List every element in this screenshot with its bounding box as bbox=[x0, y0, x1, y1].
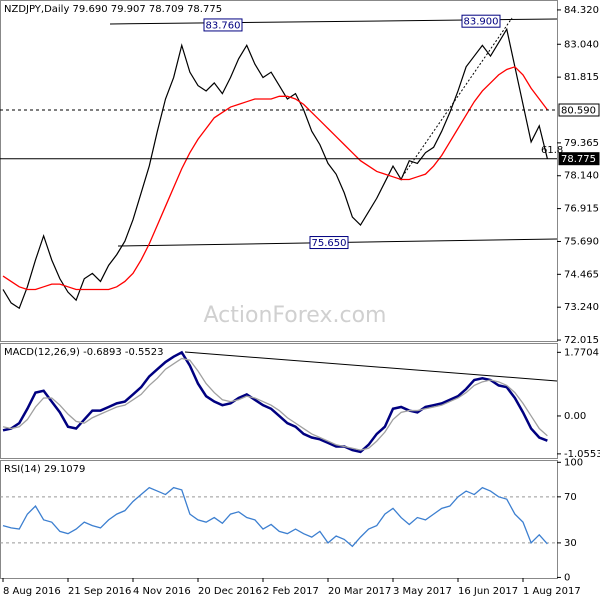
x-tick-label: 20 Mar 2017 bbox=[328, 586, 391, 597]
annotation-label: 75.650 bbox=[312, 238, 347, 249]
annotation-box bbox=[309, 236, 349, 250]
level-box bbox=[558, 103, 600, 117]
series-line bbox=[2, 27, 548, 310]
y-tick-label: 70 bbox=[564, 492, 577, 503]
price-panel bbox=[0, 0, 558, 342]
annotation-label: 83.900 bbox=[464, 17, 499, 28]
y-tick-label: 81.815 bbox=[564, 72, 599, 83]
x-tick-label: 20 Dec 2016 bbox=[198, 586, 262, 597]
y-tick-label: 73.240 bbox=[564, 302, 599, 313]
macd-title: MACD(12,26,9) -0.6893 -0.5523 bbox=[4, 347, 164, 358]
y-tick-label: -1.0553 bbox=[564, 449, 600, 460]
x-tick-label: 16 Jun 2017 bbox=[458, 586, 518, 597]
rsi-panel bbox=[0, 460, 558, 579]
rsi-title: RSI(14) 29.1079 bbox=[4, 464, 85, 475]
x-tick-label: 1 Aug 2017 bbox=[523, 586, 581, 597]
y-tick-label: 72.015 bbox=[564, 335, 599, 346]
y-tick-label: 74.465 bbox=[564, 269, 599, 280]
annotation-box bbox=[203, 18, 243, 32]
y-tick-label: 76.915 bbox=[564, 204, 599, 215]
y-tick-label: 100 bbox=[564, 457, 583, 468]
x-tick-label: 21 Sep 2016 bbox=[68, 586, 131, 597]
watermark: ActionForex.com bbox=[204, 303, 387, 328]
macd-trendline bbox=[184, 351, 558, 382]
x-tick-label: 4 Nov 2016 bbox=[133, 586, 191, 597]
level-label: 78.775 bbox=[561, 154, 596, 165]
annotation-box bbox=[461, 14, 501, 28]
y-tick-label: 75.690 bbox=[564, 236, 599, 247]
y-tick-label: 83.040 bbox=[564, 39, 599, 50]
series-line bbox=[2, 357, 548, 451]
fib-label: 61.8 bbox=[541, 145, 563, 156]
y-tick-label: 0 bbox=[564, 572, 570, 583]
x-tick-label: 2 Feb 2017 bbox=[263, 586, 319, 597]
annotation-label: 83.760 bbox=[206, 20, 241, 31]
level-label: 80.590 bbox=[561, 106, 596, 117]
y-tick-label: 84.320 bbox=[564, 5, 599, 16]
series-line bbox=[2, 66, 548, 291]
y-tick-label: 79.365 bbox=[564, 138, 599, 149]
fib-line bbox=[399, 17, 513, 181]
macd-panel bbox=[0, 343, 558, 459]
x-tick-label: 8 Aug 2016 bbox=[3, 586, 61, 597]
series-line bbox=[2, 486, 548, 548]
y-tick-label: 78.140 bbox=[564, 171, 599, 182]
x-tick-label: 3 May 2017 bbox=[393, 586, 452, 597]
level-box bbox=[558, 152, 600, 166]
price-title: NZDJPY,Daily 79.690 79.907 78.709 78.775 bbox=[4, 4, 222, 15]
series-line bbox=[2, 350, 548, 454]
y-tick-label: 30 bbox=[564, 538, 577, 549]
y-tick-label: 0.00 bbox=[564, 411, 586, 422]
y-tick-label: 1.7704 bbox=[564, 347, 599, 358]
